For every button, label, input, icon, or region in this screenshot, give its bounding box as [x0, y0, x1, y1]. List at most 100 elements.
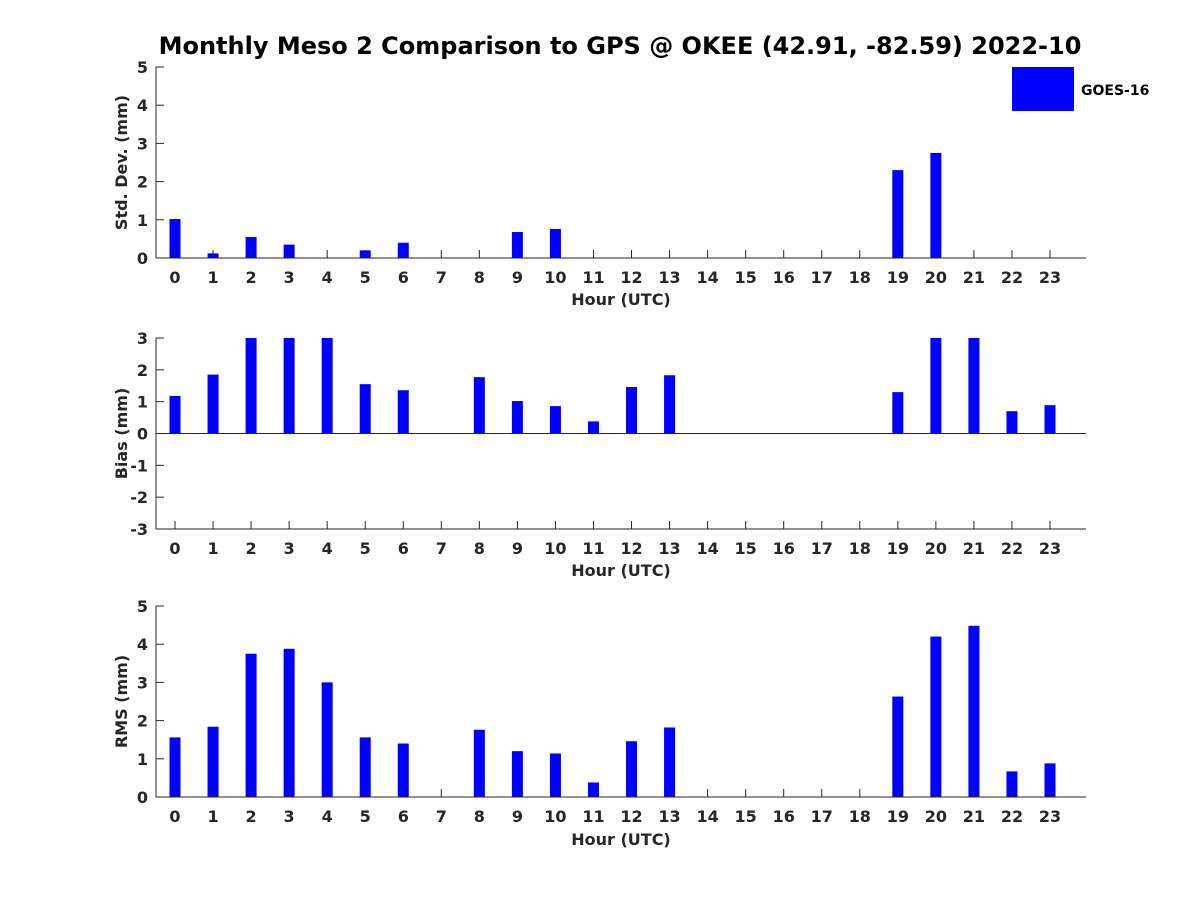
x-tick-label: 14: [696, 268, 718, 287]
y-tick-label: -2: [130, 488, 148, 507]
x-tick-label: 0: [169, 807, 180, 826]
bar-20: [930, 636, 942, 797]
bar-6: [397, 390, 409, 434]
x-tick-label: 9: [512, 268, 523, 287]
x-tick-label: 16: [773, 268, 795, 287]
x-tick-label: 19: [887, 539, 909, 558]
x-tick-label: 15: [735, 539, 757, 558]
x-tick-label: 23: [1039, 539, 1061, 558]
x-tick-label: 3: [284, 268, 295, 287]
x-tick-label: 20: [925, 268, 947, 287]
y-tick-label: 3: [137, 673, 148, 692]
x-tick-label: 20: [925, 807, 947, 826]
x-tick-label: 15: [735, 807, 757, 826]
y-tick-label: -3: [130, 520, 148, 539]
y-tick-label: 1: [137, 211, 148, 230]
x-axis-label: Hour (UTC): [571, 830, 671, 849]
legend: GOES-16: [1012, 67, 1149, 111]
bar-22: [1006, 411, 1018, 434]
bar-0: [169, 219, 181, 258]
bar-0: [169, 395, 181, 434]
x-tick-label: 22: [1001, 268, 1023, 287]
legend-label: GOES-16: [1081, 83, 1149, 99]
x-tick-label: 19: [887, 268, 909, 287]
x-tick-label: 22: [1001, 807, 1023, 826]
bar-1: [207, 726, 219, 797]
bar-13: [664, 375, 676, 434]
x-tick-label: 1: [207, 539, 218, 558]
x-tick-label: 14: [696, 539, 718, 558]
x-tick-label: 5: [360, 539, 371, 558]
bar-19: [892, 392, 904, 434]
y-tick-label: 4: [137, 635, 148, 654]
x-tick-label: 8: [474, 539, 485, 558]
y-tick-label: 5: [137, 597, 148, 616]
bar-4: [321, 338, 333, 434]
y-tick-label: 2: [137, 712, 148, 731]
x-tick-label: 10: [544, 539, 566, 558]
bar-10: [549, 406, 561, 434]
x-tick-label: 2: [246, 539, 257, 558]
bar-23: [1044, 405, 1056, 434]
x-tick-label: 17: [811, 268, 833, 287]
bar-2: [245, 236, 257, 258]
y-tick-label: 3: [137, 134, 148, 153]
x-tick-label: 23: [1039, 807, 1061, 826]
x-axis-label: Hour (UTC): [571, 561, 671, 580]
x-tick-label: 21: [963, 539, 985, 558]
x-tick-label: 10: [544, 807, 566, 826]
x-tick-label: 7: [436, 807, 447, 826]
bar-2: [245, 338, 257, 434]
bar-3: [283, 338, 295, 434]
x-tick-label: 5: [360, 268, 371, 287]
y-tick-label: 2: [137, 361, 148, 380]
bar-22: [1006, 771, 1018, 797]
x-tick-label: 22: [1001, 539, 1023, 558]
bar-12: [626, 387, 638, 434]
bar-19: [892, 170, 904, 258]
x-tick-label: 3: [284, 539, 295, 558]
bar-19: [892, 696, 904, 797]
bar-23: [1044, 763, 1056, 797]
y-tick-label: 3: [137, 329, 148, 348]
x-tick-label: 13: [658, 539, 680, 558]
x-tick-label: 13: [658, 268, 680, 287]
y-tick-label: 2: [137, 173, 148, 192]
bar-9: [511, 401, 523, 434]
x-tick-label: 8: [474, 807, 485, 826]
y-tick-label: 0: [137, 425, 148, 444]
y-tick-label: -1: [130, 456, 148, 475]
y-axis-label: Std. Dev. (mm): [112, 95, 131, 230]
x-tick-label: 13: [658, 807, 680, 826]
x-tick-label: 20: [925, 539, 947, 558]
chart-title: Monthly Meso 2 Comparison to GPS @ OKEE …: [159, 32, 1082, 60]
bar-3: [283, 648, 295, 797]
bar-4: [321, 682, 333, 797]
x-tick-label: 21: [963, 268, 985, 287]
x-tick-label: 16: [773, 539, 795, 558]
y-axis-label: RMS (mm): [112, 655, 131, 748]
bar-0: [169, 737, 181, 797]
bar-10: [549, 753, 561, 797]
bar-6: [397, 743, 409, 797]
y-tick-label: 0: [137, 249, 148, 268]
x-tick-label: 6: [398, 539, 409, 558]
x-tick-label: 19: [887, 807, 909, 826]
bar-12: [626, 741, 638, 797]
x-tick-label: 18: [849, 539, 871, 558]
x-tick-label: 4: [322, 539, 333, 558]
x-tick-label: 10: [544, 268, 566, 287]
bar-21: [968, 625, 980, 797]
x-tick-label: 4: [322, 807, 333, 826]
x-tick-label: 11: [582, 268, 604, 287]
x-tick-label: 0: [169, 268, 180, 287]
x-tick-label: 15: [735, 268, 757, 287]
x-tick-label: 7: [436, 268, 447, 287]
bar-5: [359, 737, 371, 797]
bar-20: [930, 338, 942, 434]
y-tick-label: 5: [137, 58, 148, 77]
x-tick-label: 18: [849, 807, 871, 826]
